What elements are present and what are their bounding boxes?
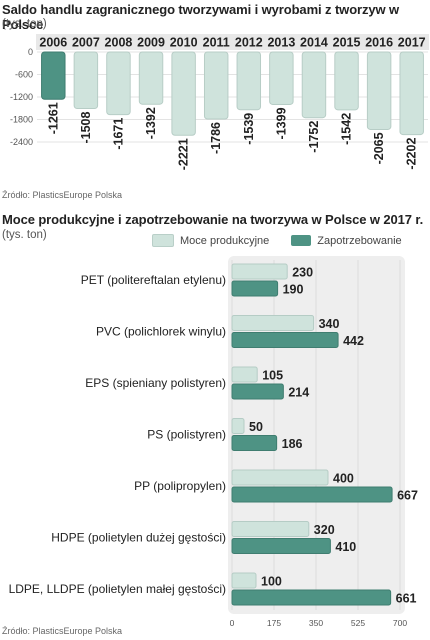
chart1-unit: (tys. ton) xyxy=(2,18,47,30)
bar-value-label: 186 xyxy=(282,437,303,451)
bar-value-label: -1261 xyxy=(46,102,60,134)
bar-value-label: 410 xyxy=(335,540,356,554)
chart2-source: Źródło: PlasticsEurope Polska xyxy=(2,626,123,636)
bar-value-label: 442 xyxy=(343,334,364,348)
bar xyxy=(106,51,131,116)
x-tick-label: 2016 xyxy=(365,36,393,50)
bar-demand xyxy=(231,332,339,348)
category-label: LDPE, LLDPE (polietylen małej gęstości) xyxy=(9,582,226,596)
bar xyxy=(138,51,164,105)
bar-capacity xyxy=(231,263,288,280)
bar xyxy=(203,51,229,120)
x-tick-label: 2006 xyxy=(39,36,67,50)
bar xyxy=(41,51,66,100)
bar-value-label: -1508 xyxy=(79,112,93,144)
bar-demand xyxy=(231,538,331,554)
category-label: PS (polistyren) xyxy=(147,428,226,442)
capacity-demand-chart: 0 175 350 525 700 PET (politereftalan etylenu… xyxy=(9,256,418,628)
x-tick-label: 175 xyxy=(267,618,281,628)
trade-balance-chart: 0 -600 -1200 -1800 -2400 2006 -1261 2007 -1508 20… xyxy=(10,34,429,170)
bar-value-label: 400 xyxy=(333,472,354,486)
bar-value-label: 190 xyxy=(283,283,304,297)
x-tick-label: 700 xyxy=(393,618,407,628)
bar-value-label: 667 xyxy=(397,489,418,503)
bar-value-label: -1671 xyxy=(111,118,125,150)
category-label: EPS (spieniany polistyren) xyxy=(85,376,226,390)
year-band xyxy=(36,34,429,50)
bar-demand xyxy=(231,435,278,451)
y-tick-label: -2400 xyxy=(10,137,33,147)
chart2-legend: Moce produkcyjne Zapotrzebowanie xyxy=(152,234,402,247)
bar-value-label: -1539 xyxy=(242,113,256,145)
bar-value-label: 230 xyxy=(292,266,313,280)
x-tick-label: 350 xyxy=(309,618,323,628)
bar-value-label: 214 xyxy=(288,386,309,400)
bar-value-label: -2065 xyxy=(372,132,386,164)
bar-value-label: 105 xyxy=(262,369,283,383)
bar-demand xyxy=(231,280,279,297)
bar xyxy=(171,51,196,136)
bar-capacity xyxy=(231,418,245,434)
chart1-title: Saldo handlu zagranicznego tworzywami i … xyxy=(2,2,400,32)
x-tick-label: 2015 xyxy=(333,36,361,50)
bar-capacity xyxy=(231,366,258,383)
x-tick-label: 2014 xyxy=(300,36,328,50)
x-tick-label: 2012 xyxy=(235,36,263,50)
y-tick-label: -1200 xyxy=(10,92,33,102)
bar-value-label: -2221 xyxy=(177,138,191,170)
x-tick-label: 2017 xyxy=(398,36,426,50)
x-tick-label: 525 xyxy=(351,618,365,628)
bar xyxy=(236,51,262,111)
chart2-title: Moce produkcyjne i zapotrzebowanie na tw… xyxy=(2,212,424,227)
bar xyxy=(334,51,359,111)
x-tick-label: 2008 xyxy=(105,36,133,50)
category-label: HDPE (polietylen dużej gęstości) xyxy=(51,531,226,545)
x-tick-label: 0 xyxy=(230,618,235,628)
legend-swatch-demand xyxy=(291,235,312,246)
bar-capacity xyxy=(231,469,329,486)
bar-capacity xyxy=(231,521,310,537)
bar-value-label: 50 xyxy=(249,420,263,434)
bar-value-label: -1399 xyxy=(274,107,288,139)
bar-value-label: 661 xyxy=(396,592,417,606)
chart2-unit: (tys. ton) xyxy=(2,229,47,241)
x-tick-label: 2010 xyxy=(170,36,198,50)
category-label: PET (politereftalan etylenu) xyxy=(81,273,226,287)
category-label: PP (polipropylen) xyxy=(134,479,226,493)
bar-capacity xyxy=(231,315,315,331)
bar xyxy=(301,51,327,119)
x-tick-label: 2013 xyxy=(267,36,295,50)
bar-value-label: 320 xyxy=(314,523,335,537)
bar xyxy=(73,51,99,110)
bar-value-label: -1786 xyxy=(209,122,223,154)
bar-capacity xyxy=(231,572,257,589)
bar xyxy=(269,51,294,105)
bar-demand xyxy=(231,383,284,400)
legend-swatch-capacity xyxy=(152,234,174,247)
chart1-source: Źródło: PlasticsEurope Polska xyxy=(2,190,123,200)
bar xyxy=(399,51,424,136)
bar-value-label: -1392 xyxy=(144,107,158,139)
category-label: PVC (polichlorek winylu) xyxy=(96,325,226,339)
bar-value-label: 100 xyxy=(261,575,282,589)
x-tick-label: 2007 xyxy=(72,36,100,50)
bar-value-label: -1542 xyxy=(340,113,354,145)
y-tick-label: -600 xyxy=(15,70,33,80)
x-tick-label: 2011 xyxy=(203,36,230,50)
y-tick-label: -1800 xyxy=(10,115,33,125)
bar-value-label: -1752 xyxy=(307,121,321,153)
bar-demand xyxy=(231,486,393,503)
x-tick-label: 2009 xyxy=(137,36,165,50)
legend-label-demand: Zapotrzebowanie xyxy=(317,234,402,247)
bar-demand xyxy=(231,589,392,606)
bar-value-label: -2202 xyxy=(405,138,419,170)
bar xyxy=(366,51,392,130)
legend-label-capacity: Moce produkcyjne xyxy=(180,234,270,247)
y-tick-label: 0 xyxy=(28,47,33,57)
bar-value-label: 340 xyxy=(319,317,340,331)
